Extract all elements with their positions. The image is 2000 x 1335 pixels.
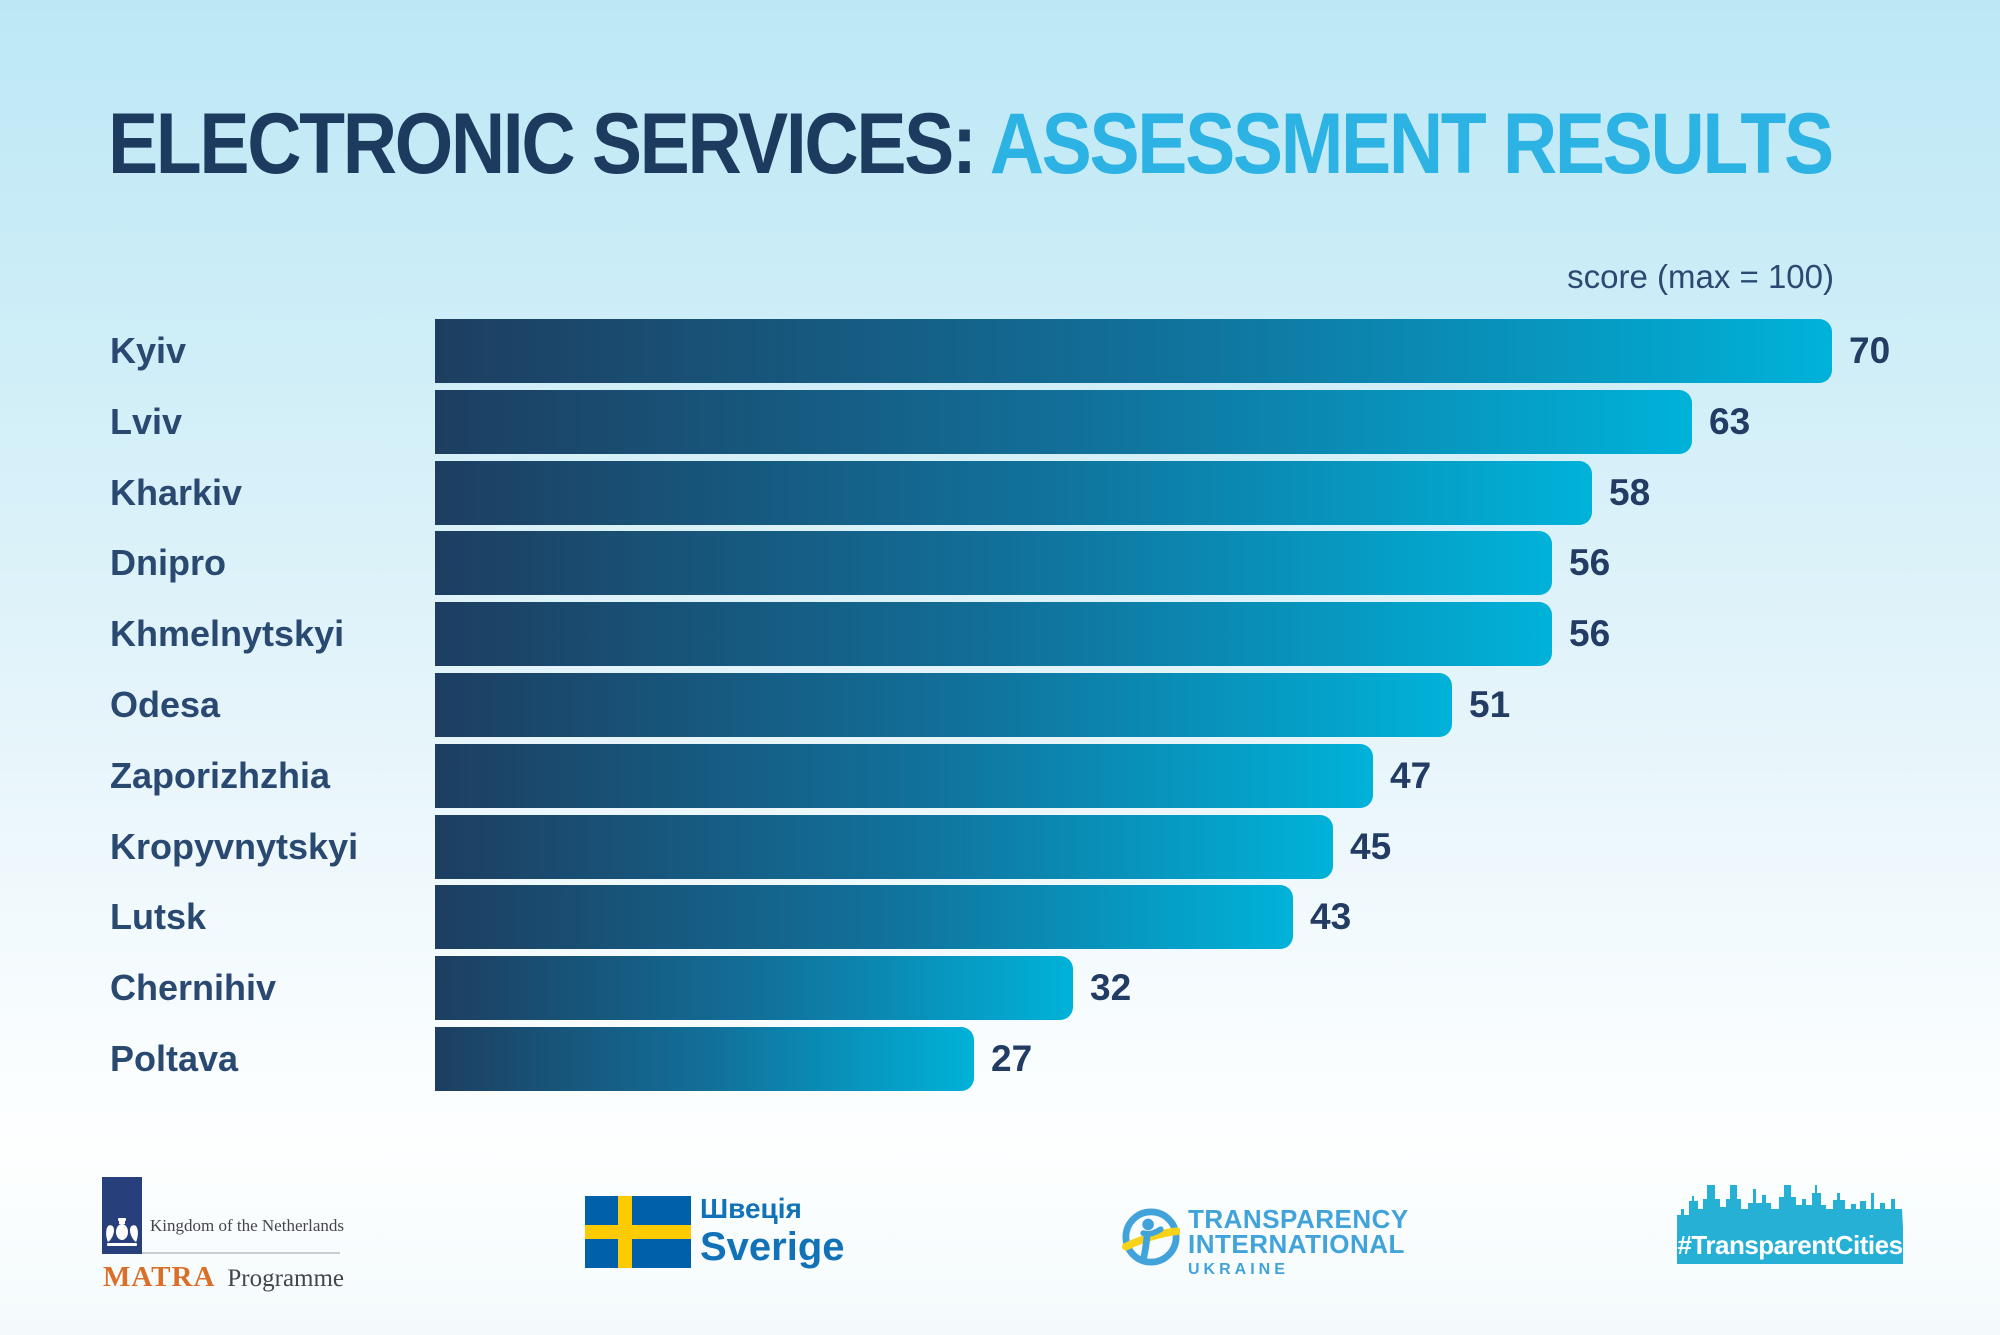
score-value: 56 <box>1569 542 1611 583</box>
city-label: Odesa <box>110 684 221 725</box>
netherlands-matra-logo: Kingdom of the Netherlands MATRA Programm… <box>102 1177 345 1294</box>
transparent-cities-hashtag: #TransparentCities <box>1677 1230 1903 1260</box>
city-label: Khmelnytskyi <box>110 613 345 654</box>
axis-note: score (max = 100) <box>1567 258 1834 295</box>
score-bar <box>435 531 1552 595</box>
ti-wordmark: TRANSPARENCY INTERNATIONAL UKRAINE <box>1188 1204 1409 1279</box>
ti-globe-icon <box>1122 1208 1180 1266</box>
bar-row: Khmelnytskyi 56 <box>0 602 2000 666</box>
city-label: Poltava <box>110 1038 239 1079</box>
page-title: ELECTRONIC SERVICES: ASSESSMENT RESULTS <box>108 94 1834 193</box>
city-skyline-icon <box>1677 1185 1903 1228</box>
score-bar <box>435 319 1832 383</box>
score-bar <box>435 1027 974 1091</box>
bar-row: Zaporizhzhia 47 <box>0 744 2000 808</box>
score-bar <box>435 956 1073 1020</box>
divider <box>142 1252 340 1254</box>
bar-row: Chernihiv 32 <box>0 956 2000 1020</box>
matra-programme: MATRA Programme <box>103 1261 344 1294</box>
score-bar <box>435 461 1592 525</box>
city-label: Lviv <box>110 401 183 442</box>
score-value: 45 <box>1350 826 1392 867</box>
bar-chart: Kyiv 70 Lviv 63 Kharkiv 58 Dnipro 56 Khm… <box>0 319 2000 1099</box>
bar-row: Lviv 63 <box>0 390 2000 454</box>
sweden-name-swedish: Sverige <box>700 1225 845 1269</box>
bar-row: Dnipro 56 <box>0 531 2000 595</box>
netherlands-title: Kingdom of the Netherlands <box>150 1216 345 1235</box>
city-label: Kharkiv <box>110 472 243 513</box>
city-label: Dnipro <box>110 542 226 583</box>
netherlands-emblem-panel <box>102 1177 142 1254</box>
transparent-cities-logo: #TransparentCities <box>1677 1185 1903 1265</box>
city-label: Lutsk <box>110 896 207 937</box>
sweden-name-ukrainian: Швеція <box>700 1193 802 1224</box>
sweden-logo: Швеція Sverige <box>585 1193 845 1273</box>
matra-label: MATRA <box>103 1261 216 1293</box>
bar-row: Kropyvnytskyi 45 <box>0 815 2000 879</box>
programme-label: Programme <box>227 1265 345 1292</box>
score-value: 63 <box>1709 401 1751 442</box>
score-value: 32 <box>1090 967 1132 1008</box>
score-value: 47 <box>1390 755 1432 796</box>
transparency-international-logo: TRANSPARENCY INTERNATIONAL UKRAINE <box>1122 1205 1408 1280</box>
bar-row: Odesa 51 <box>0 673 2000 737</box>
bar-row: Poltava 27 <box>0 1027 2000 1091</box>
ti-line1: TRANSPARENCY <box>1188 1204 1409 1234</box>
score-value: 56 <box>1569 613 1611 654</box>
ti-line3: UKRAINE <box>1188 1261 1289 1278</box>
nl-coat-of-arms-icon <box>106 1218 138 1246</box>
city-label: Zaporizhzhia <box>110 755 331 796</box>
title-primary: ELECTRONIC SERVICES: <box>108 95 977 192</box>
ti-line2: INTERNATIONAL <box>1188 1229 1405 1259</box>
sweden-flag-icon <box>585 1196 691 1268</box>
city-label: Chernihiv <box>110 967 277 1008</box>
bar-row: Kyiv 70 <box>0 319 2000 383</box>
title-accent: ASSESSMENT RESULTS <box>989 95 1834 192</box>
score-value: 27 <box>991 1038 1033 1079</box>
score-value: 58 <box>1609 472 1651 513</box>
bar-row: Lutsk 43 <box>0 885 2000 949</box>
score-bar <box>435 390 1692 454</box>
score-value: 70 <box>1849 330 1891 371</box>
city-label: Kyiv <box>110 330 187 371</box>
bar-row: Kharkiv 58 <box>0 461 2000 525</box>
score-value: 51 <box>1469 684 1511 725</box>
transparent-cities-banner: #TransparentCities <box>1677 1227 1903 1264</box>
city-label: Kropyvnytskyi <box>110 826 359 867</box>
score-bar <box>435 885 1293 949</box>
score-bar <box>435 602 1552 666</box>
score-bar <box>435 815 1333 879</box>
score-bar <box>435 673 1452 737</box>
score-value: 43 <box>1310 896 1352 937</box>
score-bar <box>435 744 1373 808</box>
